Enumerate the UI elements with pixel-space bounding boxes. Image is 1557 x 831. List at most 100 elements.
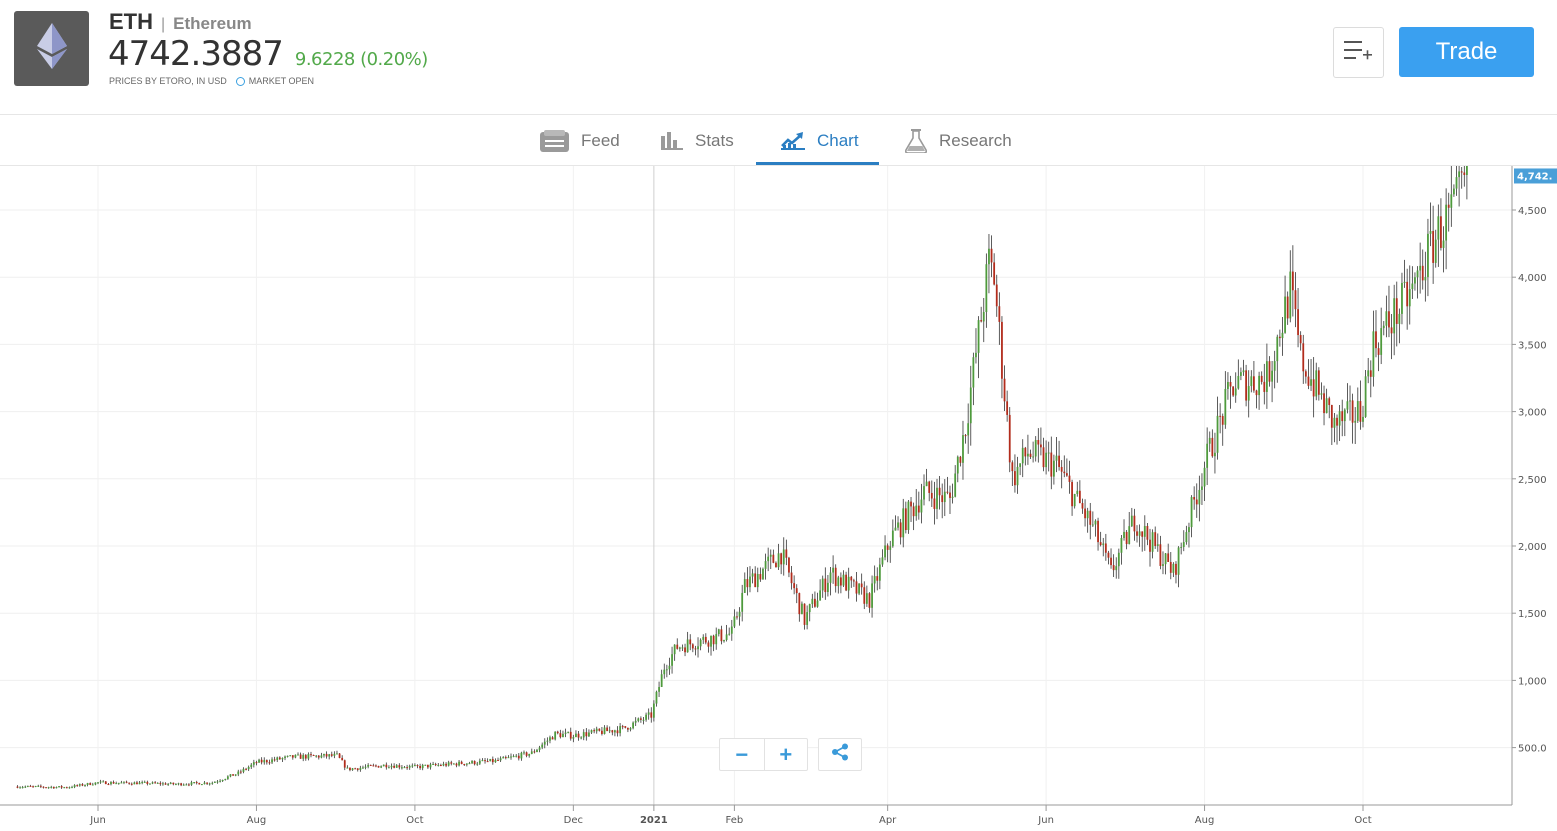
candle-body <box>26 785 29 787</box>
candle-body <box>84 784 86 786</box>
candle-body <box>842 574 845 586</box>
candle-body <box>455 763 458 766</box>
candle-body <box>364 766 367 768</box>
candle-body <box>1167 553 1170 562</box>
candle-body <box>1117 552 1120 567</box>
candle-body <box>972 357 975 388</box>
candle-body <box>37 785 40 787</box>
candle-body <box>1190 497 1193 528</box>
add-to-watchlist-button[interactable] <box>1333 27 1384 78</box>
candle-body <box>1354 420 1357 423</box>
candle-body <box>468 763 471 765</box>
tab-chart[interactable]: Chart <box>781 115 859 166</box>
candle-body <box>821 578 824 591</box>
candle-body <box>154 782 157 784</box>
candle-body <box>806 612 809 625</box>
candle-body <box>1149 539 1151 552</box>
candle-body <box>307 754 310 759</box>
candlestick-chart[interactable]: 500.0 1,000 1,500 2,000 2,500 3,000 3,500 4,000… <box>0 166 1557 831</box>
zoom-out-button[interactable]: − <box>735 741 749 767</box>
candle-body <box>639 718 642 720</box>
instrument-title: ETH | Ethereum <box>109 9 252 35</box>
candle-body <box>645 714 647 720</box>
candle-body <box>1401 282 1403 314</box>
candle-body <box>993 262 996 285</box>
candle-body <box>1195 499 1198 505</box>
candle-body <box>1414 277 1416 284</box>
share-button[interactable] <box>818 738 862 771</box>
candle-body <box>538 747 541 750</box>
candle-body <box>855 581 858 594</box>
candle-body <box>138 782 141 785</box>
candle-body <box>723 640 725 642</box>
candle-body <box>1297 309 1299 336</box>
candle-body <box>419 765 421 769</box>
candle-body <box>1393 298 1396 334</box>
candle-body <box>520 752 523 759</box>
candle-body <box>434 763 437 766</box>
candle-body <box>1089 510 1092 525</box>
candle-body <box>1073 494 1076 507</box>
current-price-tag <box>1514 168 1557 184</box>
candle-body <box>590 730 593 733</box>
candle-body <box>195 782 198 784</box>
candle-body <box>933 498 936 509</box>
candle-body <box>1110 557 1112 566</box>
candle-body <box>1040 444 1042 448</box>
candle-body <box>123 781 125 783</box>
candle-body <box>575 733 577 738</box>
tab-feed[interactable]: Feed <box>540 115 620 166</box>
candle-body <box>728 633 731 635</box>
candle-body <box>764 561 767 569</box>
tab-research-label: Research <box>939 130 1012 150</box>
candle-body <box>1029 453 1032 457</box>
tab-research[interactable]: Research <box>905 115 1012 166</box>
candle-body <box>1424 277 1427 281</box>
instrument-symbol: ETH <box>109 9 153 34</box>
candle-body <box>65 787 68 789</box>
candle-body <box>1377 348 1380 355</box>
candle-body <box>1406 281 1409 307</box>
candle-body <box>190 782 193 785</box>
candle-body <box>107 784 110 786</box>
candle-body <box>1453 188 1455 195</box>
candle-body <box>562 733 564 738</box>
candle-body <box>1338 411 1341 426</box>
candle-body <box>756 574 759 588</box>
candle-body <box>699 639 702 647</box>
candle-body <box>1367 370 1370 377</box>
candle-body <box>380 766 383 768</box>
candle-body <box>317 755 320 758</box>
candle-body <box>850 576 853 581</box>
candle-body <box>175 784 177 786</box>
candle-body <box>595 728 598 732</box>
x-tick-label: Oct <box>1354 815 1371 826</box>
candle-body <box>1138 531 1141 536</box>
candle-body <box>1216 415 1219 453</box>
candle-body <box>32 786 34 788</box>
y-tick-label: 3,500 <box>1518 340 1547 351</box>
candle-body <box>1123 531 1125 539</box>
zoom-in-button[interactable]: + <box>763 739 808 770</box>
candle-body <box>1286 296 1289 319</box>
candle-body <box>299 754 302 759</box>
candle-body <box>515 755 518 757</box>
price-chart[interactable]: 500.0 1,000 1,500 2,000 2,500 3,000 3,500 4,000… <box>0 166 1557 831</box>
candle-body <box>382 764 385 767</box>
candle-body <box>554 731 557 740</box>
candle-body <box>977 320 980 353</box>
candle-body <box>1097 520 1099 543</box>
candle-body <box>1437 216 1440 240</box>
candle-body <box>268 762 271 764</box>
trade-button[interactable]: Trade <box>1399 27 1534 77</box>
candle-body <box>73 785 76 788</box>
candle-body <box>403 767 406 769</box>
candle-body <box>510 756 512 758</box>
candle-body <box>598 728 601 731</box>
candle-body <box>1146 526 1149 540</box>
candle-body <box>580 737 583 739</box>
candle-body <box>1364 376 1367 417</box>
tab-stats[interactable]: Stats <box>661 115 734 166</box>
candle-body <box>445 763 447 766</box>
candle-body <box>1151 532 1154 552</box>
